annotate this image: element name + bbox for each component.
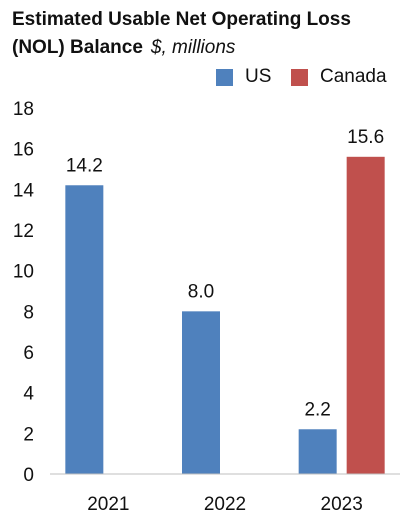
x-tick-label: 2022 xyxy=(204,494,246,515)
chart-title-block: Estimated Usable Net Operating Loss (NOL… xyxy=(12,6,412,62)
y-tick-label: 2 xyxy=(23,424,34,445)
x-tick-label: 2021 xyxy=(87,494,129,515)
y-tick-label: 12 xyxy=(13,221,34,242)
y-tick-label: 8 xyxy=(23,302,34,323)
legend-swatch-us xyxy=(216,68,233,86)
data-label-canada-2023: 15.6 xyxy=(347,127,384,148)
chart-subtitle: $, millions xyxy=(150,37,236,58)
data-label-us-2021: 14.2 xyxy=(66,155,103,176)
chart-title-second: (NOL) Balance xyxy=(12,37,143,58)
bar-us-2022 xyxy=(182,311,220,474)
y-tick-label: 6 xyxy=(23,343,34,364)
x-tick-label: 2023 xyxy=(321,494,363,515)
bar-canada-2023 xyxy=(346,156,385,475)
bar-us-2021 xyxy=(65,185,104,474)
y-tick-label: 16 xyxy=(13,140,34,161)
data-label-us-2023: 2.2 xyxy=(304,399,330,420)
chart-title-line-2: (NOL) Balance $, millions xyxy=(12,34,412,62)
legend-item-canada: Canada xyxy=(291,66,387,88)
y-tick-label: 10 xyxy=(13,262,34,283)
legend-label-us: US xyxy=(245,66,272,87)
legend-swatch-canada xyxy=(291,68,308,86)
data-label-us-2022: 8.0 xyxy=(188,281,214,302)
legend-item-us: US xyxy=(216,66,271,88)
y-tick-label: 14 xyxy=(13,180,35,201)
chart-title: Estimated Usable Net Operating Loss xyxy=(12,9,351,30)
legend: US Canada xyxy=(0,66,418,94)
legend-label-canada: Canada xyxy=(320,66,387,87)
bar-us-2023 xyxy=(298,429,337,474)
y-tick-label: 4 xyxy=(23,384,34,405)
y-tick-label: 18 xyxy=(13,99,34,120)
y-tick-label: 0 xyxy=(23,465,34,486)
